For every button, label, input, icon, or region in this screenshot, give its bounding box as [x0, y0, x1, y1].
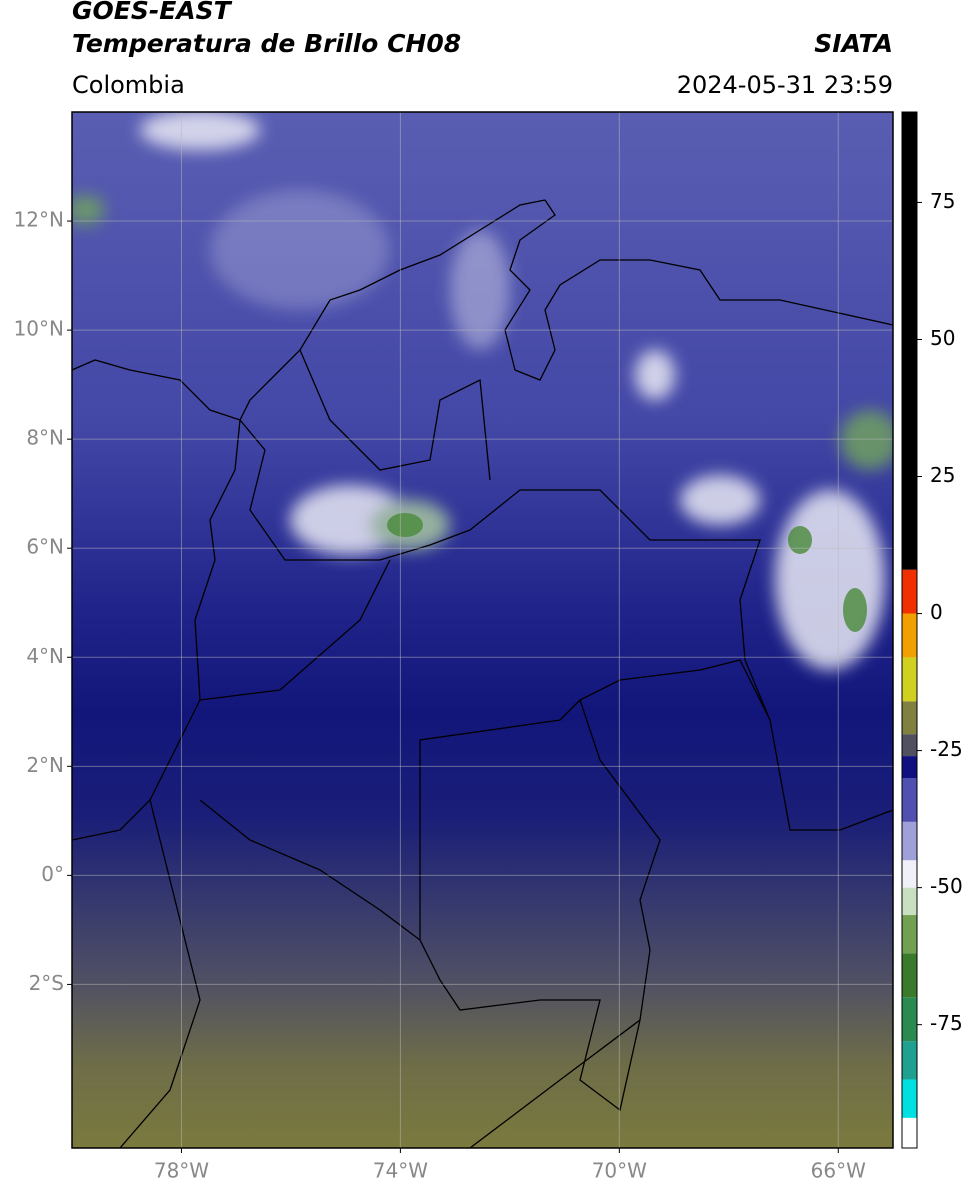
colorbar-tick-label: 75: [930, 189, 955, 213]
colorbar-tick-label: 25: [930, 463, 955, 487]
lat-tick-label: 10°N: [14, 317, 64, 341]
datetime: 2024-05-31 23:59: [677, 71, 893, 99]
colorbar-band: [902, 756, 917, 778]
lat-tick-label: 2°N: [26, 753, 64, 777]
colorbar-tick-label: -75: [930, 1011, 963, 1035]
title: GOES-EAST: [72, 0, 233, 25]
lat-tick-label: 12°N: [14, 208, 64, 232]
colorbar-band: [902, 1041, 917, 1080]
colorbar-tick-label: 0: [930, 600, 943, 624]
colorbar-band: [902, 657, 917, 702]
lat-tick-label: 6°N: [26, 535, 64, 559]
colorbar-tick-label: -25: [930, 737, 963, 761]
colorbar-band: [902, 112, 917, 570]
lat-tick-label: 0°: [41, 862, 64, 886]
colorbar-tick-label: -50: [930, 874, 963, 898]
colorbar-band: [902, 997, 917, 1042]
colorbar-band: [902, 613, 917, 658]
lat-tick-label: 2°S: [29, 971, 64, 995]
colorbar-band: [902, 887, 917, 916]
colorbar-band: [902, 1079, 917, 1118]
lat-tick-label: 4°N: [26, 644, 64, 668]
colorbar-frame: [901, 111, 918, 1149]
lon-tick-label: 66°W: [811, 1159, 866, 1183]
lon-tick-label: 74°W: [373, 1159, 428, 1183]
colorbar-band: [902, 915, 917, 954]
colorbar-band: [902, 734, 917, 757]
colorbar-tick-label: 50: [930, 326, 955, 350]
lon-tick-label: 78°W: [154, 1159, 209, 1183]
colorbar: [902, 112, 917, 1148]
colorbar-band: [902, 1117, 917, 1148]
colorbar-band: [902, 860, 917, 888]
colorbar-band: [902, 953, 917, 998]
subtitle: Temperatura de Brillo CH08: [72, 29, 461, 58]
map-frame: [71, 111, 894, 1149]
colorbar-band: [902, 821, 917, 861]
region: Colombia: [72, 71, 185, 99]
graticule: [72, 112, 893, 1148]
colorbar-band: [902, 701, 917, 735]
source: SIATA: [814, 29, 893, 58]
colorbar-band: [902, 569, 917, 614]
colorbar-band: [902, 778, 917, 822]
satellite-image: [72, 112, 893, 1148]
lon-tick-label: 70°W: [592, 1159, 647, 1183]
lat-tick-label: 8°N: [26, 426, 64, 450]
